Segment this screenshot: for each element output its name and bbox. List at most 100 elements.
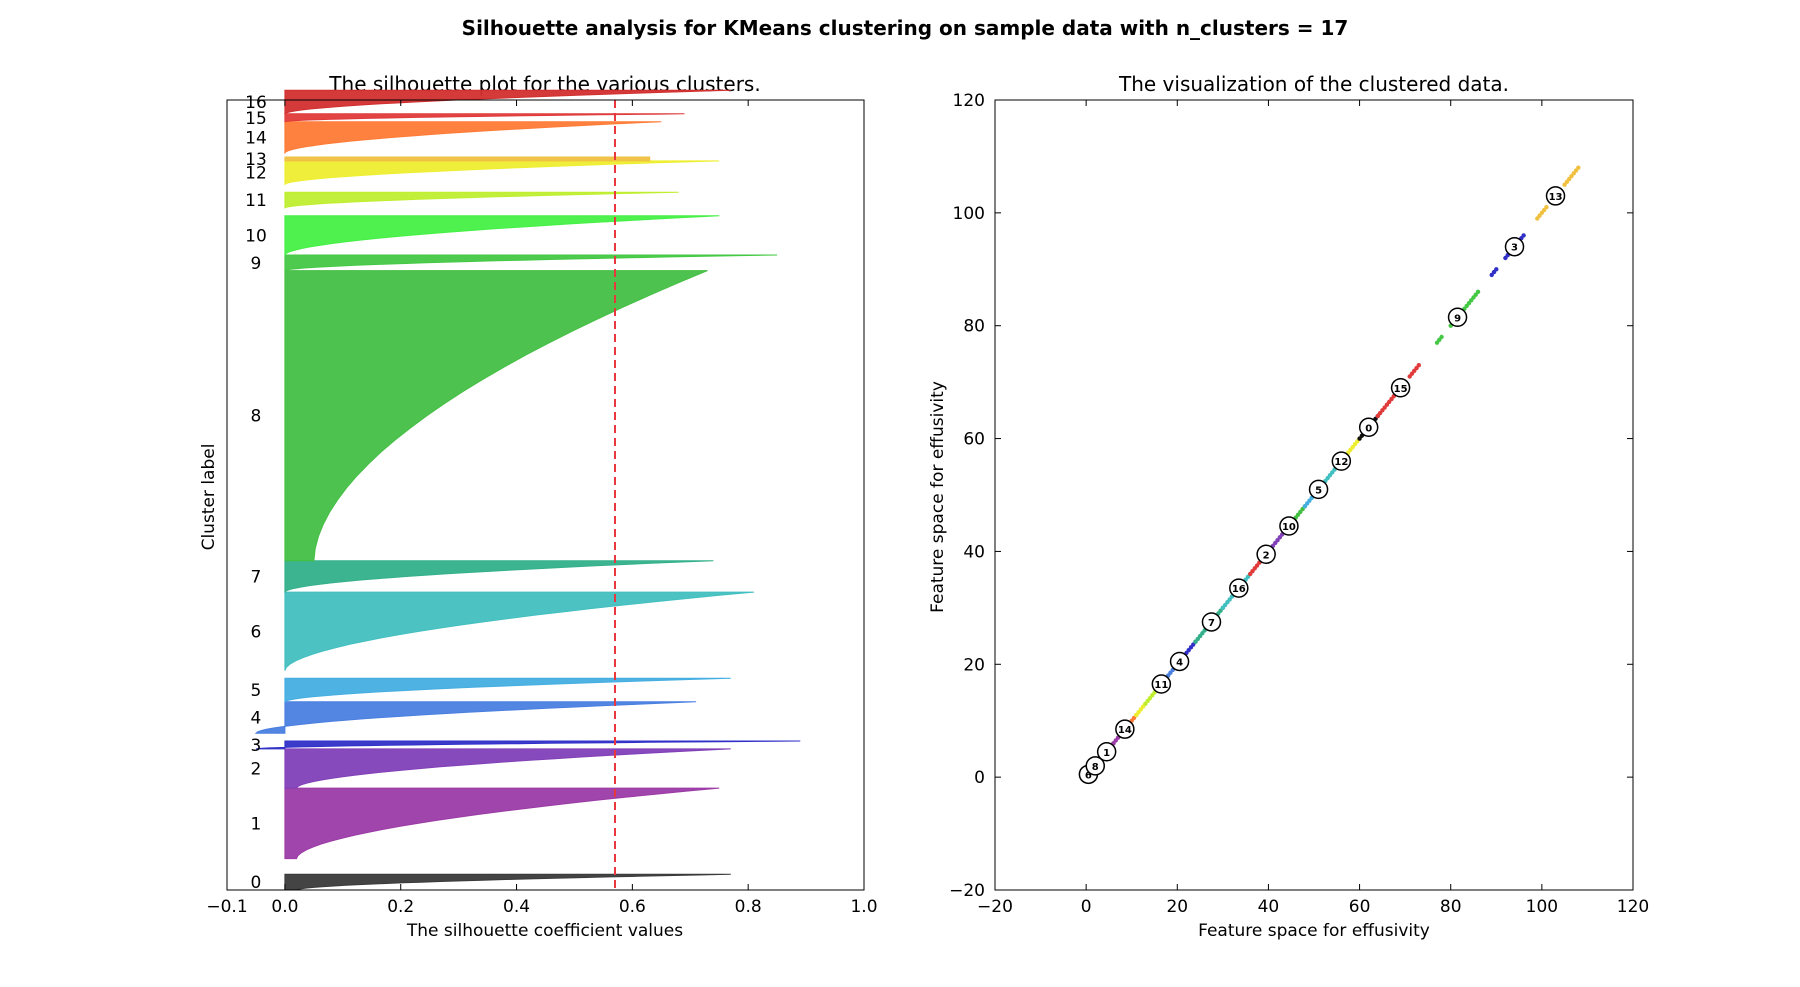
cluster-center-16: 16	[1229, 578, 1249, 598]
scatter-axes-frame	[994, 99, 1634, 891]
scatter-y-tick-label: −20	[949, 881, 985, 901]
scatter-x-tick-label: 0	[1081, 897, 1092, 917]
silhouette-x-tick-label: 0.8	[735, 897, 762, 917]
silhouette-x-tick-label: 0.2	[387, 897, 414, 917]
sample-point	[1544, 205, 1549, 210]
silhouette-fill-cluster-9	[284, 254, 778, 272]
sample-point	[1416, 363, 1422, 368]
cluster-label-16: 16	[245, 93, 267, 113]
scatter-x-tick-label: −20	[977, 897, 1013, 917]
center-label: 9	[1454, 313, 1461, 324]
silhouette-fill-cluster-15	[284, 113, 685, 123]
cluster-label-6: 6	[251, 622, 262, 642]
center-label: 4	[1176, 657, 1183, 668]
cluster-center-11: 11	[1151, 674, 1172, 694]
cluster-center-7: 7	[1201, 612, 1222, 632]
scatter-x-tick-label: 20	[1166, 897, 1188, 917]
center-label: 5	[1315, 485, 1322, 496]
scatter-y-tick-label: 120	[953, 91, 985, 111]
center-marker	[1279, 516, 1299, 536]
center-marker	[1201, 612, 1222, 632]
silhouette-fill-cluster-8	[284, 270, 708, 562]
scatter-x-tick-label: 120	[1617, 897, 1649, 917]
center-marker	[1151, 674, 1172, 694]
silhouette-x-tick-label: −0.1	[206, 897, 247, 917]
center-marker	[1504, 236, 1525, 257]
sample-point	[1475, 289, 1481, 295]
cluster-center-15: 15	[1390, 378, 1411, 398]
scatter-x-axis-label: Feature space for effusivity	[1198, 921, 1430, 941]
scatter-x-tick-label: 100	[1526, 897, 1558, 917]
silhouette-x-tick-label: 0.6	[619, 897, 646, 917]
sample-point	[1521, 233, 1526, 238]
center-label: 0	[1365, 423, 1372, 434]
cluster-label-10: 10	[245, 226, 267, 246]
scatter-x-tick-label: 80	[1440, 897, 1462, 917]
silhouette-fill-cluster-1	[284, 787, 720, 860]
center-label: 1	[1103, 748, 1110, 759]
sample-point	[1439, 334, 1444, 340]
silhouette-fill-cluster-2	[284, 748, 731, 789]
sample-point	[1494, 267, 1499, 272]
silhouette-x-tick-label: 0.4	[503, 897, 530, 917]
cluster-center-4: 4	[1169, 651, 1190, 672]
cluster-label-1: 1	[251, 814, 262, 834]
center-marker	[1169, 651, 1190, 672]
center-label: 2	[1263, 550, 1270, 561]
cluster-center-2: 2	[1256, 544, 1276, 564]
center-marker	[1447, 307, 1468, 327]
silhouette-x-ticks: −0.1 0.0 0.2 0.4 0.6 0.8 1.0	[206, 100, 878, 917]
silhouette-fill-cluster-0	[284, 873, 731, 891]
scatter-y-tick-label: 80	[963, 317, 985, 337]
cluster-label-13: 13	[245, 150, 267, 170]
center-label: 8	[1092, 762, 1099, 773]
scatter-y-tick-label: 60	[963, 430, 985, 450]
center-label: 16	[1232, 584, 1246, 595]
center-marker	[1115, 719, 1135, 739]
cluster-center-8: 8	[1085, 756, 1106, 776]
silhouette-axes-frame	[226, 99, 865, 891]
sample-point	[1576, 165, 1581, 170]
cluster-label-4: 4	[251, 709, 262, 729]
silhouette-fill-cluster-5	[284, 677, 731, 703]
center-marker	[1358, 417, 1379, 438]
center-label: 14	[1118, 725, 1132, 736]
cluster-center-3: 3	[1504, 236, 1525, 257]
center-marker	[1229, 578, 1249, 598]
silhouette-fill-cluster-7	[284, 560, 714, 594]
center-marker	[1256, 544, 1276, 564]
center-label: 11	[1154, 680, 1168, 691]
scatter-y-tick-label: 40	[963, 542, 985, 562]
center-marker	[1085, 756, 1106, 776]
center-marker	[1545, 186, 1566, 206]
scatter-x-tick-label: 40	[1258, 897, 1280, 917]
center-marker	[1390, 378, 1411, 398]
center-marker	[1331, 451, 1352, 471]
cluster-label-7: 7	[251, 567, 262, 587]
silhouette-fills	[254, 89, 801, 891]
cluster-label-8: 8	[251, 407, 262, 427]
cluster-center-5: 5	[1308, 479, 1329, 500]
cluster-label-0: 0	[251, 873, 262, 893]
silhouette-x-tick-label: 1.0	[850, 897, 877, 917]
scatter-y-tick-label: 100	[953, 204, 985, 224]
cluster-label-15: 15	[245, 109, 267, 129]
silhouette-axes: The silhouette plot for the various clus…	[199, 72, 878, 941]
cluster-label-5: 5	[251, 681, 262, 701]
cluster-center-14: 14	[1115, 719, 1135, 739]
silhouette-fill-cluster-4	[254, 701, 697, 734]
silhouette-fill-cluster-14	[284, 121, 662, 155]
center-label: 7	[1208, 618, 1215, 629]
silhouette-fill-cluster-16	[284, 89, 731, 115]
silhouette-x-tick-label: 0.0	[271, 897, 298, 917]
silhouette-fill-cluster-11	[284, 191, 679, 209]
cluster-label-2: 2	[251, 759, 262, 779]
cluster-center-13: 13	[1545, 186, 1566, 206]
center-label: 12	[1334, 457, 1348, 468]
cluster-center-9: 9	[1447, 307, 1468, 327]
